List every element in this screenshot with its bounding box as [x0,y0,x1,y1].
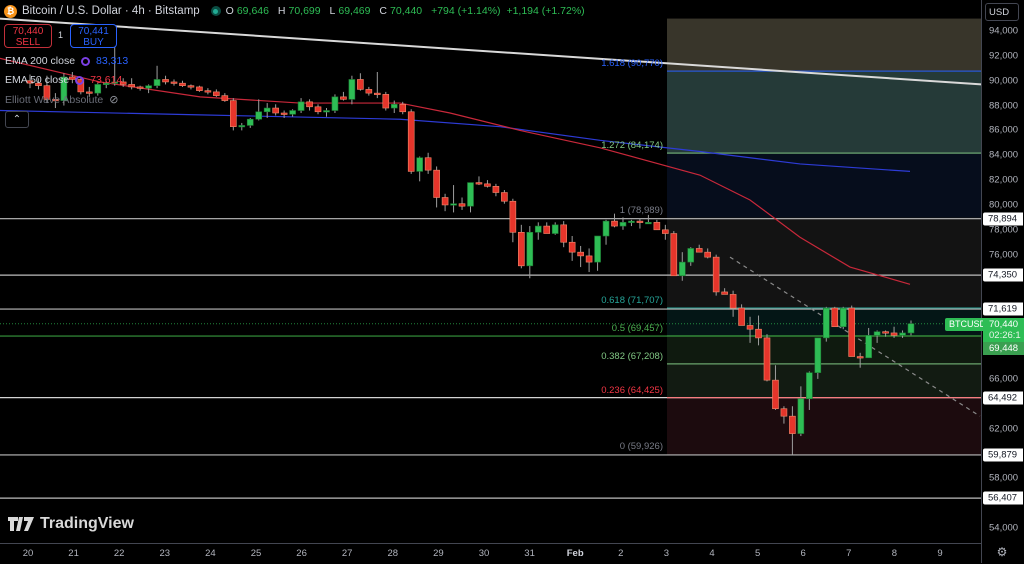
eye-hidden-icon[interactable]: ⊘ [109,94,119,106]
time-tick: 7 [846,548,852,559]
loading-icon [81,56,91,66]
time-tick: 27 [341,548,353,559]
sell-label: SELL [15,37,41,48]
time-tick: 31 [524,548,535,559]
fib-zones [667,18,981,455]
price-tick: 92,000 [989,50,1019,62]
price-tick: 80,000 [989,199,1019,211]
time-tick: 21 [68,548,79,559]
settings-gear-icon[interactable]: ⚙ [996,545,1008,559]
time-tick: 4 [709,548,715,559]
symbol-header[interactable]: ₿ Bitcoin / U.S. Dollar · 4h · Bitstamp … [4,3,588,19]
time-tick: 20 [22,548,34,559]
price-level-tag: 59,879 [983,448,1023,462]
fib-level-label: 0.382 (67,208) [601,350,663,362]
sell-button[interactable]: 70,440 SELL [4,24,52,48]
tradingview-logo[interactable]: TradingView [8,515,134,533]
time-axis[interactable] [0,543,981,564]
price-tick: 94,000 [989,25,1019,37]
buy-price: 70,441 [78,26,109,37]
time-tick: 28 [387,548,399,559]
buy-button[interactable]: 70,441 BUY [70,24,117,48]
market-open-icon [210,6,221,16]
fib-level-label: 0.236 (64,425) [601,385,663,397]
current-price-label: 70,440 02:26:1 [983,318,1024,342]
time-tick: 26 [296,548,307,559]
fib-level-label: 0 (59,926) [619,441,663,453]
price-tick: 58,000 [989,472,1019,484]
sell-price: 70,440 [12,26,44,37]
time-tick: 5 [754,548,761,559]
low-value: 69,469 [338,5,371,17]
time-tick: 9 [937,548,943,559]
price-tick: 90,000 [989,75,1019,87]
symbol-title[interactable]: Bitcoin / U.S. Dollar · 4h · Bitstamp [22,5,200,17]
fib-level-label: 0.5 (69,457) [611,322,663,334]
ema50-price-label: 69,448 [983,342,1024,355]
order-quantity[interactable]: 1 [58,30,64,40]
time-tick: Feb [566,548,584,559]
legend-elliott-wave[interactable]: Elliott Wave Absolute ⊘ [5,93,119,107]
candlesticks [26,44,915,455]
time-tick: 22 [113,548,125,559]
time-tick: 30 [478,548,490,559]
bitcoin-icon: ₿ [4,4,17,18]
price-tick: 66,000 [989,373,1019,385]
time-tick: 24 [205,548,216,559]
time-tick: 29 [433,548,444,559]
price-tick: 82,000 [989,174,1019,186]
ohlc-values: O 69,646 H 70,699 L 69,469 C 70,440 +794 (+1… [225,5,585,17]
fib-level-label: 1 (78,989) [619,204,663,216]
loading-icon [75,75,85,85]
change-value: +794 (+1.14%) [431,5,501,17]
time-tick: 2 [618,548,624,559]
price-level-tag: 64,492 [983,391,1023,405]
price-tick: 86,000 [989,124,1019,136]
buy-label: BUY [83,37,104,48]
time-tick: 25 [250,548,262,559]
time-tick: 8 [891,548,898,559]
symbol-tag: BTCUSD [945,318,991,331]
price-level-tag: 56,407 [983,491,1023,505]
currency-button[interactable]: USD [985,3,1019,21]
legend-ema50[interactable]: EMA 50 close 73,614 [5,74,123,86]
time-tick: 23 [159,548,171,559]
price-tick: 62,000 [989,423,1019,435]
close-value: 70,440 [390,5,423,17]
open-value: 69,646 [236,5,269,17]
price-tick: 76,000 [989,249,1019,261]
price-level-tag: 78,894 [983,212,1023,226]
price-level-tag: 71,619 [983,302,1023,316]
collapse-legend-button[interactable]: ⌃ [5,111,29,128]
price-tick: 88,000 [989,100,1019,112]
time-tick: 3 [663,548,670,559]
legend-ema200[interactable]: EMA 200 close 83,313 [5,55,129,67]
fib-level-label: 0.618 (71,707) [601,294,663,306]
bar-countdown: 02:26:1 [989,330,1021,341]
tradingview-icon [8,517,34,531]
price-level-tag: 74,350 [983,268,1023,282]
price-tick: 84,000 [989,149,1019,161]
time-tick: 6 [800,548,806,559]
fib-level-label: 1.618 (90,770) [601,58,663,70]
change2-value: +1,194 (+1.72%) [506,5,585,17]
high-value: 70,699 [288,5,321,17]
price-tick: 54,000 [989,522,1019,534]
horizontal-levels [0,218,981,499]
price-tick: 78,000 [989,224,1019,236]
fib-level-label: 1.272 (84,174) [601,140,663,152]
